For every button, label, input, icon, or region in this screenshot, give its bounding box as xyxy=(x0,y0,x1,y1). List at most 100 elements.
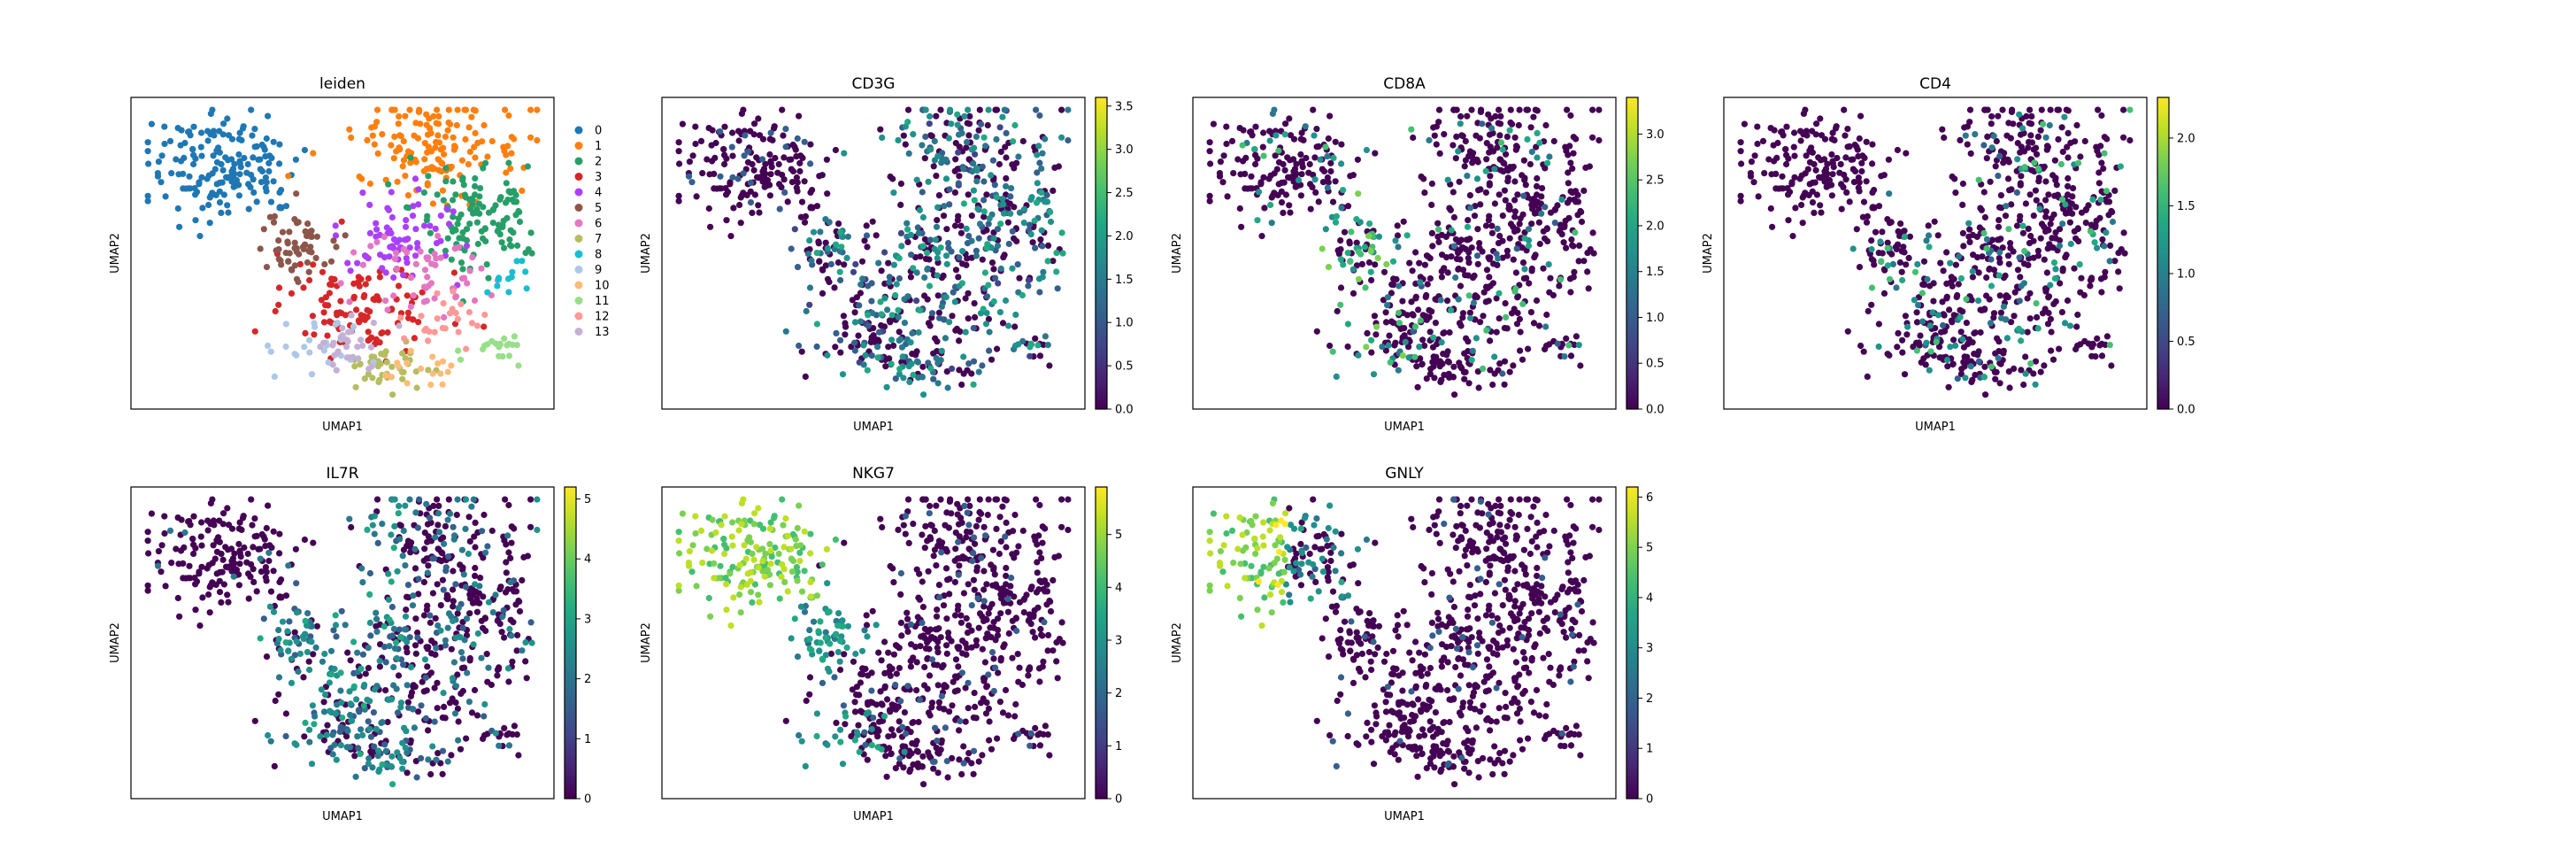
cell-point xyxy=(946,201,953,208)
cell-point xyxy=(1013,159,1020,166)
cell-point xyxy=(1902,313,1909,320)
cell-point xyxy=(1047,218,1055,226)
cell-point xyxy=(1469,154,1476,161)
cell-point xyxy=(1975,298,1982,305)
cell-point xyxy=(412,615,419,622)
cell-point xyxy=(895,526,902,534)
cell-point xyxy=(386,253,393,260)
cell-point xyxy=(276,578,283,586)
cell-point xyxy=(508,632,515,639)
cell-point xyxy=(499,353,506,360)
panel-title: CD8A xyxy=(1383,75,1426,93)
cell-point xyxy=(1260,152,1267,159)
cell-point xyxy=(1975,358,1982,365)
cell-point xyxy=(893,670,900,677)
cell-point xyxy=(439,187,446,194)
cell-point xyxy=(796,159,804,166)
cell-point xyxy=(304,648,311,656)
cell-point xyxy=(1860,198,1868,205)
cell-point xyxy=(983,581,990,588)
cell-point xyxy=(1565,169,1572,176)
scatter-points xyxy=(1206,106,1603,398)
y-axis-label: UMAP2 xyxy=(109,622,122,663)
cell-point xyxy=(1043,601,1050,608)
cell-point xyxy=(1785,217,1792,224)
cell-point xyxy=(2103,229,2110,236)
cell-point xyxy=(2007,240,2014,247)
cell-point xyxy=(457,634,464,641)
cell-point xyxy=(1829,158,1836,165)
cell-point xyxy=(1925,232,1933,239)
cell-point xyxy=(465,160,473,168)
cell-point xyxy=(382,659,389,666)
cell-point xyxy=(1569,242,1576,249)
cell-point xyxy=(502,496,509,503)
cell-point xyxy=(236,547,243,554)
legend-label: 4 xyxy=(595,187,602,200)
cell-point xyxy=(879,523,886,531)
cell-point xyxy=(1399,352,1406,359)
cell-point xyxy=(469,197,476,204)
cell-point xyxy=(1812,166,1819,174)
cell-point xyxy=(1783,123,1790,130)
cell-point xyxy=(907,663,914,670)
cell-point xyxy=(1254,217,1261,224)
cell-point xyxy=(425,756,432,763)
cell-point xyxy=(1034,559,1041,566)
cell-point xyxy=(471,143,478,151)
cell-point xyxy=(376,339,383,346)
cell-point xyxy=(1337,237,1344,244)
cell-point xyxy=(1899,349,1906,356)
cell-point xyxy=(1565,342,1573,349)
cell-point xyxy=(1050,576,1057,584)
cell-point xyxy=(2126,106,2134,113)
cell-point xyxy=(1029,239,1036,246)
cell-point xyxy=(2067,139,2074,146)
cell-point xyxy=(1515,121,1522,129)
cell-point xyxy=(844,233,852,240)
cell-point xyxy=(286,228,293,236)
cell-point xyxy=(284,240,291,247)
cell-point xyxy=(1477,186,1484,193)
cell-point xyxy=(308,371,316,378)
cell-point xyxy=(1433,123,1440,130)
cell-point xyxy=(1531,254,1538,261)
cell-point xyxy=(511,525,518,532)
cell-point xyxy=(1571,341,1578,348)
cell-point xyxy=(431,328,438,336)
cell-point xyxy=(1527,309,1534,316)
cell-point xyxy=(2031,159,2038,166)
cell-point xyxy=(931,546,938,553)
cell-point xyxy=(442,637,449,644)
cell-point xyxy=(1039,539,1046,546)
cell-point xyxy=(304,220,311,228)
cell-point xyxy=(434,522,442,529)
cell-point xyxy=(2017,180,2024,187)
cell-point xyxy=(2075,159,2082,166)
cell-point xyxy=(1298,158,1305,165)
cell-point xyxy=(343,744,350,751)
cell-point xyxy=(1260,174,1267,181)
cell-point xyxy=(480,554,487,561)
cell-point xyxy=(460,571,467,578)
cell-point xyxy=(1875,203,1883,210)
cell-point xyxy=(1528,267,1535,274)
cell-point xyxy=(878,267,885,274)
axes-frame xyxy=(130,97,555,410)
cell-point xyxy=(1353,216,1360,223)
y-axis-label: UMAP2 xyxy=(1171,233,1184,274)
cell-point xyxy=(305,248,313,255)
cell-point xyxy=(2062,254,2069,261)
cell-point xyxy=(1539,185,1546,192)
cell-point xyxy=(788,156,795,163)
cell-point xyxy=(439,770,446,777)
cell-point xyxy=(216,199,224,206)
cell-point xyxy=(358,565,365,572)
cell-point xyxy=(384,306,391,313)
cell-point xyxy=(1439,251,1446,259)
cell-point xyxy=(1939,126,1946,133)
cell-point xyxy=(474,139,481,146)
cell-point xyxy=(398,758,405,765)
cell-point xyxy=(1926,243,1933,251)
